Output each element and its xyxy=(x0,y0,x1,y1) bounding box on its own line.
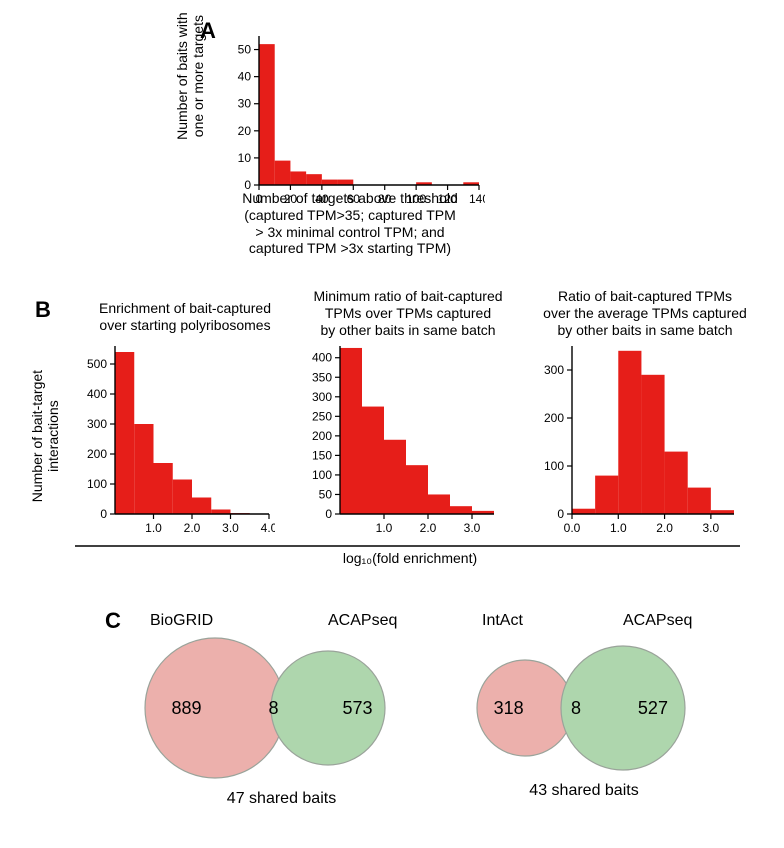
venn-intact-acapseq: IntActACAPseq318852743 shared baits xyxy=(445,608,715,808)
panel-a-xlabel: Number of targets above threshold(captur… xyxy=(195,190,505,257)
svg-text:4.0: 4.0 xyxy=(261,521,275,535)
svg-text:300: 300 xyxy=(544,363,564,377)
svg-text:500: 500 xyxy=(87,357,107,371)
panel-b-xlabel-text: log₁₀(fold enrichment) xyxy=(343,550,477,566)
venn-overlap-count: 8 xyxy=(566,698,586,719)
venn-biogrid-acapseq: BioGRIDACAPseq889857347 shared baits xyxy=(135,608,405,808)
svg-text:2.0: 2.0 xyxy=(420,521,437,535)
svg-text:50: 50 xyxy=(319,487,333,501)
svg-text:200: 200 xyxy=(544,411,564,425)
panel-b-xlabel: log₁₀(fold enrichment) xyxy=(280,550,540,567)
panel-b1-chart: 0 100 200 300 400 500 1.0 2.0 3.0 4.0 xyxy=(75,340,275,540)
panel-a-ylabel-text: Number of baits withone or more targets xyxy=(174,12,206,140)
svg-text:3.0: 3.0 xyxy=(464,521,481,535)
svg-text:1.0: 1.0 xyxy=(376,521,393,535)
venn-caption: 47 shared baits xyxy=(185,790,378,808)
svg-text:10: 10 xyxy=(238,151,252,165)
svg-text:0: 0 xyxy=(557,507,564,521)
panel-b-ylabel: Number of bait-targetinteractions xyxy=(29,346,61,526)
panel-b-label: B xyxy=(35,297,51,323)
svg-text:150: 150 xyxy=(312,448,332,462)
svg-text:250: 250 xyxy=(312,409,332,423)
panel-b2-title-text: Minimum ratio of bait-capturedTPMs over … xyxy=(313,288,502,338)
svg-text:100: 100 xyxy=(87,477,107,491)
panel-b1-title: Enrichment of bait-capturedover starting… xyxy=(75,300,295,334)
svg-text:400: 400 xyxy=(312,351,332,365)
svg-text:50: 50 xyxy=(238,43,252,57)
svg-text:0: 0 xyxy=(100,507,107,521)
svg-text:0: 0 xyxy=(325,507,332,521)
panel-b-shared-xrule xyxy=(75,545,740,549)
panel-b2-title: Minimum ratio of bait-capturedTPMs over … xyxy=(293,288,523,338)
svg-text:300: 300 xyxy=(312,390,332,404)
svg-text:400: 400 xyxy=(87,387,107,401)
svg-text:40: 40 xyxy=(238,70,252,84)
svg-text:300: 300 xyxy=(87,417,107,431)
panel-b3-title-text: Ratio of bait-captured TPMsover the aver… xyxy=(543,288,747,338)
svg-text:3.0: 3.0 xyxy=(703,521,720,535)
venn-overlap-count: 8 xyxy=(264,698,284,719)
svg-text:100: 100 xyxy=(312,468,332,482)
panel-b3-chart: 0 100 200 300 0.0 1.0 2.0 3.0 xyxy=(530,340,740,540)
svg-text:350: 350 xyxy=(312,370,332,384)
svg-text:3.0: 3.0 xyxy=(222,521,239,535)
panel-a-xlabel-text: Number of targets above threshold(captur… xyxy=(242,190,458,256)
venn-right-count: 527 xyxy=(628,698,678,719)
panel-b-ylabel-text: Number of bait-targetinteractions xyxy=(29,370,61,502)
venn-left-count: 318 xyxy=(484,698,534,719)
svg-text:100: 100 xyxy=(544,459,564,473)
panel-b2-chart: 0 50 100 150 200 250 300 350 400 1.0 2.0 3.0 xyxy=(300,340,500,540)
svg-text:30: 30 xyxy=(238,97,252,111)
svg-text:200: 200 xyxy=(312,429,332,443)
panel-c-label: C xyxy=(105,608,121,634)
svg-text:1.0: 1.0 xyxy=(610,521,627,535)
panel-a-ylabel: Number of baits withone or more targets xyxy=(174,0,206,161)
panel-b3-title: Ratio of bait-captured TPMsover the aver… xyxy=(530,288,760,338)
venn-right-count: 573 xyxy=(333,698,383,719)
svg-text:200: 200 xyxy=(87,447,107,461)
svg-text:0.0: 0.0 xyxy=(564,521,581,535)
venn-left-count: 889 xyxy=(162,698,212,719)
venn-caption: 43 shared baits xyxy=(495,782,673,800)
panel-b1-title-text: Enrichment of bait-capturedover starting… xyxy=(99,300,271,333)
svg-text:20: 20 xyxy=(238,124,252,138)
svg-text:2.0: 2.0 xyxy=(656,521,673,535)
svg-text:2.0: 2.0 xyxy=(184,521,201,535)
svg-text:1.0: 1.0 xyxy=(145,521,162,535)
